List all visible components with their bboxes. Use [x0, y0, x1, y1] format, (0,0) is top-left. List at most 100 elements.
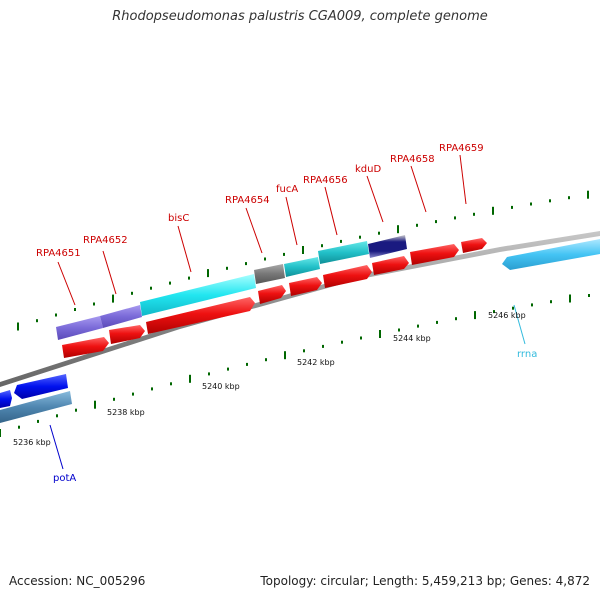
left-features [0, 374, 72, 423]
category-track [56, 235, 407, 340]
minor-tick [74, 308, 76, 311]
minor-tick [322, 344, 324, 348]
minor-tick [493, 310, 495, 314]
gene-RPA4656-arrow[interactable] [323, 265, 372, 288]
gene-fucA-arrow[interactable] [289, 277, 322, 296]
leader-rrna [513, 304, 526, 345]
minor-tick [37, 419, 39, 423]
minor-tick [132, 392, 134, 396]
minor-tick [549, 199, 551, 203]
minor-tick [36, 319, 38, 323]
major-tick [569, 294, 571, 303]
leader-RPA4652 [102, 250, 117, 295]
leader-RPA4656 [324, 186, 338, 236]
gene-RPA4658-arrow[interactable] [410, 244, 459, 265]
major-tick [397, 225, 399, 234]
minor-tick [455, 317, 457, 321]
ruler-label-5238: 5238 kbp [107, 408, 145, 417]
minor-tick [512, 306, 514, 310]
label-fucA: fucA [276, 184, 298, 195]
minor-tick [131, 291, 133, 295]
major-tick [112, 294, 114, 303]
major-tick [189, 374, 191, 383]
minor-tick [150, 286, 152, 290]
gene-RPA4652-block[interactable] [100, 305, 142, 328]
label-RPA4659: RPA4659 [439, 143, 484, 154]
minor-tick [245, 262, 247, 266]
major-tick [94, 400, 96, 409]
minor-tick [226, 266, 228, 270]
minor-tick [341, 340, 343, 344]
gene-bisC-arrow[interactable] [146, 297, 255, 334]
gene-RPA4659-arrow[interactable] [461, 238, 487, 253]
gene-RPA4654-block[interactable] [254, 264, 285, 284]
leader-RPA4651 [57, 261, 76, 306]
major-tick [302, 246, 304, 254]
leader-RPA4658 [410, 165, 427, 213]
gene-fucA-block[interactable] [284, 257, 320, 277]
gene-RPA4652-arrow[interactable] [109, 325, 145, 344]
gene-RPA4651-block[interactable] [56, 316, 103, 340]
major-tick [492, 206, 494, 215]
major-tick [284, 351, 286, 360]
minor-tick [113, 397, 115, 401]
forward-track [62, 238, 487, 358]
gene-left-blue-arrow[interactable] [0, 390, 12, 408]
minor-tick [359, 235, 361, 239]
minor-tick [378, 231, 380, 235]
accession-text: Accession: NC_005296 [9, 574, 146, 588]
major-tick [474, 311, 476, 320]
minor-tick [55, 313, 57, 317]
minor-tick [321, 244, 323, 248]
minor-tick [473, 212, 475, 216]
gene-RPA4654-arrow[interactable] [258, 285, 286, 304]
major-tick [17, 322, 19, 331]
minor-tick [417, 324, 419, 328]
gene-RPA4656-block[interactable] [318, 241, 369, 264]
label-RPA4652: RPA4652 [83, 235, 128, 246]
minor-tick [264, 257, 266, 261]
gene-potA-arrow[interactable] [14, 374, 68, 399]
leader-potA [49, 424, 64, 470]
ruler-label-5246: 5246 kbp [488, 311, 526, 320]
gene-kduD-block[interactable] [368, 235, 407, 258]
minor-tick [530, 202, 532, 206]
gene-rrna-arrow[interactable] [502, 239, 600, 270]
label-bisC: bisC [168, 213, 189, 224]
label-rrna: rrna [517, 349, 537, 360]
ruler-ticks [0, 294, 590, 437]
leader-kduD [366, 175, 384, 223]
minor-tick [246, 362, 248, 366]
minor-tick [435, 220, 437, 224]
minor-tick [208, 372, 210, 376]
ruler-label-5236: 5236 kbp [13, 438, 51, 447]
label-RPA4656: RPA4656 [303, 175, 348, 186]
minor-tick [454, 216, 456, 220]
genome-summary-text: Topology: circular; Length: 5,459,213 bp… [260, 574, 590, 588]
leader-fucA [285, 196, 298, 246]
minor-tick [568, 196, 570, 200]
minor-tick [531, 303, 533, 307]
minor-tick [265, 358, 267, 362]
map-title: Rhodopseudomonas palustris CGA009, compl… [112, 9, 488, 24]
minor-tick [416, 223, 418, 227]
minor-tick [550, 300, 552, 304]
gene-bisC-block[interactable] [140, 274, 256, 316]
gene-kduD-arrow[interactable] [372, 256, 409, 275]
gene-potA-block[interactable] [0, 391, 72, 423]
leader-RPA4654 [245, 207, 263, 254]
minor-tick [588, 294, 590, 297]
major-tick [587, 190, 589, 199]
major-tick [0, 429, 1, 437]
minor-tick [169, 281, 171, 285]
minor-tick [360, 336, 362, 340]
minor-tick [75, 408, 77, 412]
gene-RPA4651-arrow[interactable] [62, 337, 109, 358]
label-RPA4651: RPA4651 [36, 248, 81, 259]
major-tick [207, 269, 209, 278]
minor-tick [340, 239, 342, 243]
outer-ticks [17, 190, 589, 331]
label-kduD: kduD [355, 164, 381, 175]
minor-tick [436, 320, 438, 324]
minor-tick [188, 276, 190, 280]
